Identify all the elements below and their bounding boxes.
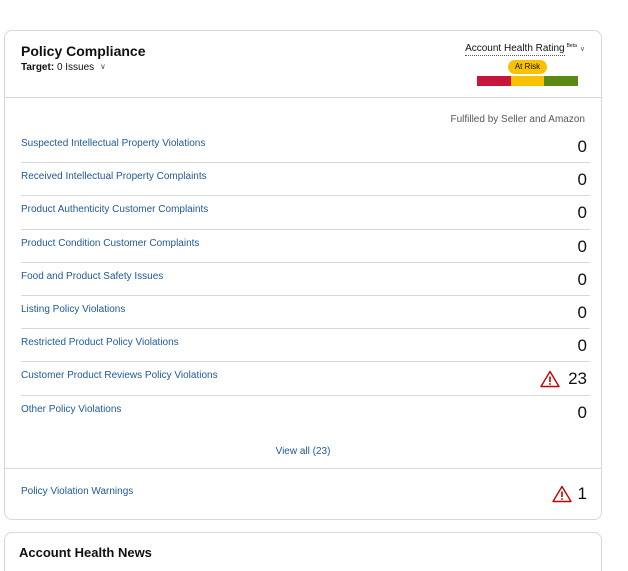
card-header: Policy Compliance Target: 0 Issues ∨ Acc…: [5, 31, 601, 98]
card-title: Policy Compliance: [21, 43, 146, 59]
violation-count: 0: [577, 336, 587, 356]
at-risk-status-badge: At Risk: [508, 60, 547, 74]
account-health-rating-label: Account Health Rating: [465, 43, 565, 57]
violation-link[interactable]: Product Condition Customer Complaints: [21, 237, 200, 249]
violation-link[interactable]: Listing Policy Violations: [21, 303, 126, 315]
table-row: Product Authenticity Customer Complaints…: [21, 196, 590, 230]
violation-link[interactable]: Customer Product Reviews Policy Violatio…: [21, 370, 218, 382]
violation-link[interactable]: Food and Product Safety Issues: [21, 270, 164, 282]
view-all-section: View all (23): [5, 435, 601, 469]
violation-count: 0: [577, 269, 587, 289]
violation-count: 0: [577, 203, 587, 223]
violation-link[interactable]: Suspected Intellectual Property Violatio…: [21, 138, 206, 149]
policy-violation-warnings-count: 1: [577, 484, 587, 503]
violation-count: 0: [577, 236, 587, 256]
violation-count: 0: [577, 302, 587, 322]
table-row: Listing Policy Violations 0: [21, 296, 590, 330]
view-all-link[interactable]: View all (23): [275, 446, 331, 457]
warning-triangle-icon: [540, 371, 560, 388]
target-value: 0 Issues: [56, 62, 95, 73]
violation-link[interactable]: Received Intellectual Property Complaint…: [21, 171, 207, 183]
violations-list: Suspected Intellectual Property Violatio…: [21, 130, 590, 429]
table-row: Restricted Product Policy Violations 0: [21, 329, 590, 363]
target-selector[interactable]: Target: 0 Issues ∨: [21, 62, 106, 73]
table-row: Suspected Intellectual Property Violatio…: [21, 130, 590, 164]
account-health-news-title: Account Health News: [19, 545, 152, 560]
table-row: Customer Product Reviews Policy Violatio…: [21, 362, 590, 396]
table-row: Food and Product Safety Issues 0: [21, 263, 590, 296]
rating-segment-green: [544, 76, 579, 86]
table-row: Received Intellectual Property Complaint…: [21, 163, 590, 197]
chevron-down-icon: ∨: [99, 62, 106, 71]
rating-segment-yellow: [510, 76, 545, 86]
column-header: Fulfilled by Seller and Amazon: [450, 114, 585, 125]
violation-count: 0: [577, 170, 587, 190]
warning-triangle-icon: [552, 485, 572, 503]
violation-link[interactable]: Product Authenticity Customer Complaints: [21, 204, 209, 216]
account-health-rating-bar: [477, 76, 579, 86]
policy-violation-warnings-link[interactable]: Policy Violation Warnings: [21, 486, 134, 497]
target-label: Target:: [21, 62, 55, 73]
chevron-down-icon: ∨: [579, 46, 585, 54]
account-health-news-card: Account Health News: [4, 532, 602, 571]
violation-link[interactable]: Other Policy Violations: [21, 403, 122, 415]
table-row: Product Condition Customer Complaints 0: [21, 230, 590, 263]
violation-count: 0: [577, 402, 587, 422]
table-row: Other Policy Violations 0: [21, 396, 590, 429]
rating-segment-red: [477, 76, 511, 86]
policy-violation-warnings-row: Policy Violation Warnings 1: [21, 483, 590, 511]
policy-compliance-card: Policy Compliance Target: 0 Issues ∨ Acc…: [4, 30, 602, 520]
violation-count: 0: [577, 137, 587, 156]
violation-link[interactable]: Restricted Product Policy Violations: [21, 337, 179, 349]
violation-count: 23: [568, 369, 587, 389]
beta-badge: Beta: [566, 43, 577, 49]
account-health-rating-dropdown[interactable]: Account Health Rating Beta∨: [465, 43, 585, 57]
